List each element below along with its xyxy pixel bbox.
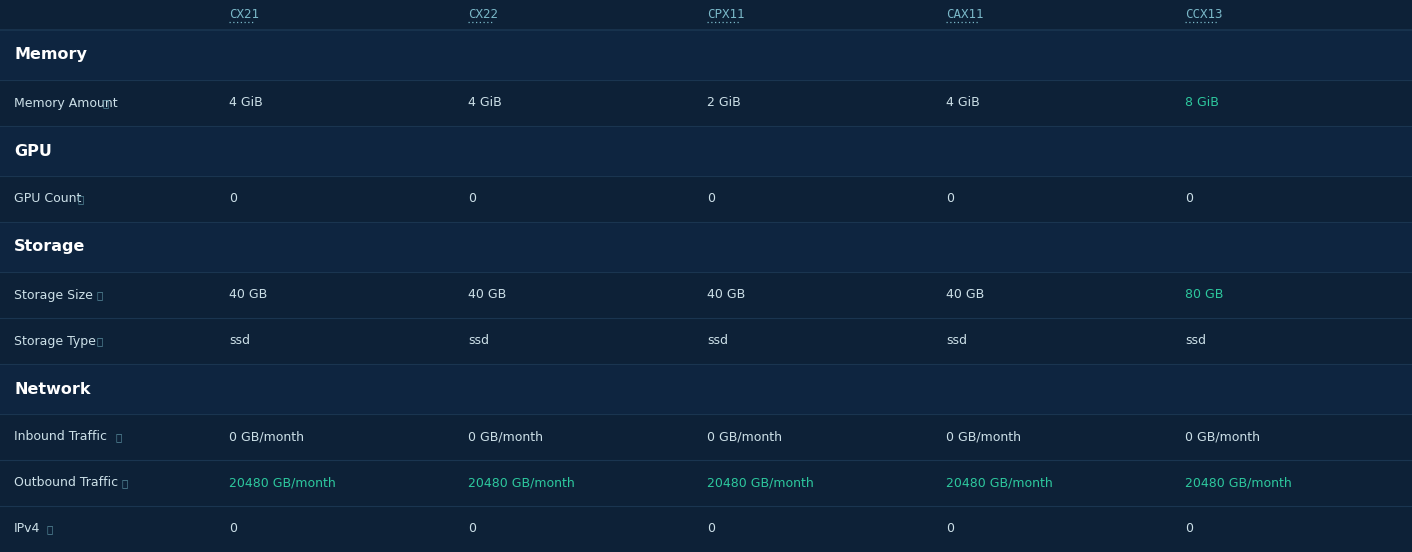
Text: Outbound Traffic: Outbound Traffic [14,476,119,490]
Text: 0 GB/month: 0 GB/month [1185,431,1260,443]
Bar [0,80,1412,126]
Bar [0,176,1412,222]
Text: 20480 GB/month: 20480 GB/month [467,476,575,490]
Text: 0 GB/month: 0 GB/month [229,431,304,443]
Text: 40 GB: 40 GB [229,289,267,301]
Text: 0: 0 [229,193,237,205]
Text: 8 GiB: 8 GiB [1185,97,1219,109]
Bar [0,30,1412,80]
Text: 0: 0 [1185,523,1193,535]
Bar [0,126,1412,176]
Text: ⓘ: ⓘ [78,194,85,204]
Text: 0: 0 [946,523,955,535]
Bar [0,222,1412,272]
Text: GPU Count: GPU Count [14,193,82,205]
Text: ssd: ssd [467,335,489,348]
Text: 80 GB: 80 GB [1185,289,1223,301]
Text: 0: 0 [707,523,714,535]
Text: ssd: ssd [229,335,250,348]
Text: 0: 0 [229,523,237,535]
Text: CPX11: CPX11 [707,8,744,22]
Text: ssd: ssd [1185,335,1206,348]
Text: 20480 GB/month: 20480 GB/month [707,476,813,490]
Text: Memory: Memory [14,47,88,62]
Text: CAX11: CAX11 [946,8,984,22]
Text: 0 GB/month: 0 GB/month [946,431,1021,443]
Bar [0,0,1412,30]
Text: ⓘ: ⓘ [114,432,121,442]
Bar [0,364,1412,414]
Text: Storage Size: Storage Size [14,289,93,301]
Text: 20480 GB/month: 20480 GB/month [229,476,336,490]
Text: Inbound Traffic: Inbound Traffic [14,431,107,443]
Text: 20480 GB/month: 20480 GB/month [1185,476,1292,490]
Text: Memory Amount: Memory Amount [14,97,117,109]
Text: ssd: ssd [946,335,967,348]
Bar [0,506,1412,552]
Text: ⓘ: ⓘ [103,98,109,108]
Text: 0: 0 [1185,193,1193,205]
Bar [0,272,1412,318]
Text: IPv4: IPv4 [14,523,41,535]
Bar [0,318,1412,364]
Text: 4 GiB: 4 GiB [467,97,501,109]
Text: 20480 GB/month: 20480 GB/month [946,476,1053,490]
Text: Storage: Storage [14,240,85,254]
Text: ⓘ: ⓘ [96,336,103,346]
Text: CX21: CX21 [229,8,258,22]
Text: Storage Type: Storage Type [14,335,96,348]
Text: CX22: CX22 [467,8,498,22]
Text: ⓘ: ⓘ [121,478,127,488]
Text: 2 GiB: 2 GiB [707,97,741,109]
Text: 0: 0 [467,193,476,205]
Text: 0: 0 [707,193,714,205]
Text: 0: 0 [467,523,476,535]
Bar [0,414,1412,460]
Text: 0: 0 [946,193,955,205]
Text: 40 GB: 40 GB [707,289,746,301]
Text: ⓘ: ⓘ [47,524,54,534]
Text: GPU: GPU [14,144,52,158]
Text: 40 GB: 40 GB [467,289,507,301]
Text: Network: Network [14,381,90,396]
Text: 0 GB/month: 0 GB/month [707,431,782,443]
Text: CCX13: CCX13 [1185,8,1223,22]
Text: 40 GB: 40 GB [946,289,984,301]
Text: ssd: ssd [707,335,729,348]
Text: 0 GB/month: 0 GB/month [467,431,544,443]
Bar [0,460,1412,506]
Text: 4 GiB: 4 GiB [946,97,980,109]
Text: ⓘ: ⓘ [96,290,103,300]
Text: 4 GiB: 4 GiB [229,97,263,109]
